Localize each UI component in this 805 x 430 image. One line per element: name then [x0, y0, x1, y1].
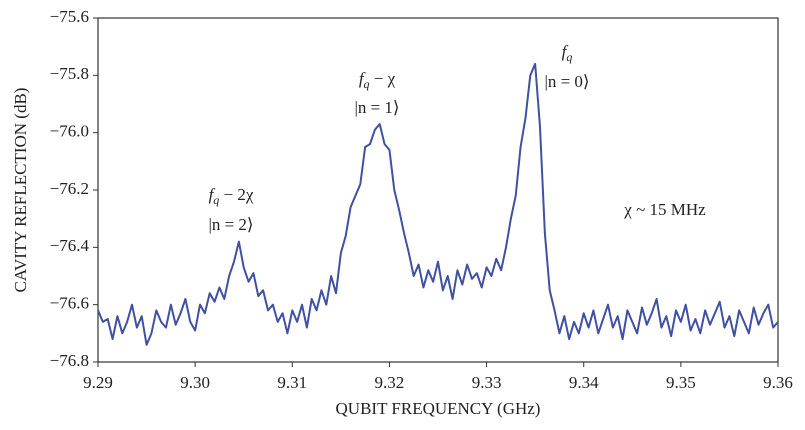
x-tick-label: 9.36	[763, 373, 793, 392]
y-tick-label: −76.8	[50, 351, 89, 370]
annotation-label: fq − 2χ	[209, 185, 254, 207]
y-tick-label: −76.2	[50, 179, 89, 198]
x-tick-label: 9.29	[83, 373, 113, 392]
y-axis-label: CAVITY REFLECTION (dB)	[11, 88, 30, 293]
x-tick-label: 9.32	[375, 373, 405, 392]
annotation-label: fq − χ	[359, 69, 396, 91]
annotation-symbol: f	[562, 42, 569, 61]
annotation-state: |n = 2⟩	[208, 215, 253, 234]
annotation-subscript: q	[213, 193, 219, 207]
annotation-subscript: q	[566, 50, 572, 64]
data-line	[97, 62, 779, 346]
y-tick-label: −76.6	[50, 294, 89, 313]
x-tick-label: 9.35	[666, 373, 696, 392]
annotation-state: |n = 1⟩	[354, 98, 399, 117]
x-tick-label: 9.33	[472, 373, 502, 392]
x-axis-label: QUBIT FREQUENCY (GHz)	[336, 399, 541, 418]
annotation-symbol: f	[209, 185, 216, 204]
x-tick-label: 9.31	[277, 373, 307, 392]
annotation-subscript: q	[364, 77, 370, 91]
annotation-rest: − χ	[370, 69, 396, 88]
y-tick-label: −75.6	[50, 7, 89, 26]
annotation: χ ~ 15 MHz	[623, 200, 706, 219]
y-tick-label: −76.0	[50, 122, 89, 141]
x-tick-label: 9.30	[180, 373, 210, 392]
y-tick-label: −76.4	[50, 236, 90, 255]
x-tick-label: 9.34	[569, 373, 599, 392]
annotation-rest: − 2χ	[219, 185, 254, 204]
annotation-state: |n = 0⟩	[544, 72, 589, 91]
y-tick-label: −75.8	[50, 64, 89, 83]
annotation-label: fq	[562, 42, 573, 64]
annotation-symbol: f	[359, 69, 366, 88]
